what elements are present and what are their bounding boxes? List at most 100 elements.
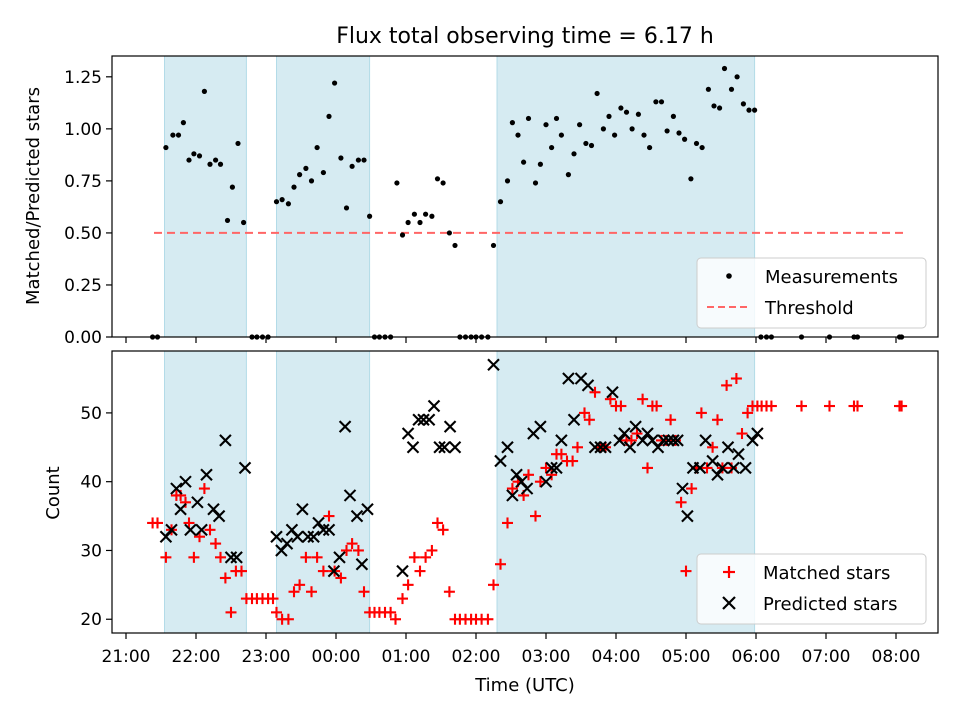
legend-predicted-label: Predicted stars [763, 594, 897, 615]
measurement-point-24 [291, 184, 297, 190]
predicted-star-marker-57 [562, 372, 575, 385]
matched-star-marker-37 [346, 538, 358, 550]
predicted-star-marker-81 [699, 434, 712, 447]
top-ytick-label: 0.50 [64, 224, 102, 244]
xtick-label: 05:00 [662, 647, 711, 667]
matched-star-marker-63 [495, 558, 506, 570]
measurement-point-22 [279, 197, 285, 203]
measurement-point-62 [509, 120, 515, 126]
predicted-star-marker-66 [618, 427, 631, 440]
predicted-star-marker-1 [165, 523, 178, 537]
top-ytick-label: 0.75 [64, 172, 102, 192]
matched-star-marker-116 [796, 400, 807, 412]
predicted-star-marker-34 [401, 427, 415, 440]
measurement-point-3 [170, 132, 176, 138]
predicted-star-marker-78 [681, 509, 694, 523]
measurement-point-91 [676, 130, 682, 136]
measurement-point-74 [577, 122, 583, 128]
predicted-star-marker-63 [599, 441, 612, 454]
predicted-star-marker-32 [361, 502, 374, 516]
measurement-point-75 [583, 140, 589, 147]
measurement-point-8 [196, 153, 203, 159]
measurement-point-6 [186, 157, 192, 163]
matched-star-marker-45 [390, 613, 401, 625]
xtick-label: 06:00 [732, 647, 781, 667]
predicted-star-marker-20 [296, 502, 309, 516]
matched-star-marker-29 [300, 551, 312, 563]
matched-star-marker-10 [198, 483, 210, 495]
predicted-star-marker-85 [721, 441, 735, 454]
legend-measurements-label: Measurements [765, 267, 898, 288]
predicted-star-marker-64 [606, 386, 619, 399]
predicted-star-marker-89 [746, 434, 759, 447]
predicted-star-marker-10 [212, 509, 226, 523]
predicted-star-marker-69 [636, 434, 649, 447]
predicted-star-marker-4 [179, 475, 192, 488]
measurement-point-67 [537, 161, 544, 167]
predicted-star-marker-27 [333, 551, 346, 564]
predicted-star-marker-8 [200, 468, 213, 482]
matched-star-marker-106 [721, 379, 733, 391]
measurement-point-49 [434, 176, 441, 182]
predicted-star-marker-46 [501, 441, 514, 454]
predicted-star-marker-50 [520, 482, 534, 495]
measurement-point-51 [446, 230, 452, 236]
measurement-point-7 [191, 151, 197, 157]
measurement-point-52 [452, 242, 458, 249]
top-y-ticks: 0.00 0.25 0.50 0.75 1.00 1.25 [64, 68, 112, 348]
matched-star-marker-51 [426, 544, 438, 556]
predicted-star-marker-90 [751, 427, 764, 440]
bottom-ytick-label: 40 [80, 473, 102, 493]
measurement-point-84 [635, 111, 642, 117]
predicted-star-marker-3 [174, 502, 187, 516]
matched-star-marker-110 [742, 407, 754, 419]
matched-star-marker-31 [311, 551, 323, 563]
matched-star-marker-11 [204, 524, 216, 536]
measurement-point-36 [361, 157, 367, 163]
matched-star-marker-96 [670, 434, 681, 446]
matched-star-marker-8 [188, 551, 200, 563]
measurement-point-64 [521, 159, 527, 165]
measurement-point-60 [497, 199, 504, 205]
xtick-label: 00:00 [312, 647, 361, 667]
matched-star-marker-1 [152, 517, 163, 529]
measurement-point-59 [490, 242, 497, 249]
matched-star-marker-76 [567, 455, 579, 467]
matched-star-marker-49 [414, 565, 426, 577]
measurement-point-23 [285, 201, 291, 207]
measurement-point-102 [740, 101, 747, 107]
shaded-interval-1 [276, 55, 371, 338]
matched-star-marker-99 [686, 483, 698, 495]
matched-star-marker-65 [506, 483, 518, 495]
x-axis-label: Time (UTC) [474, 675, 575, 696]
predicted-star-marker-58 [567, 413, 581, 427]
matched-star-marker-85 [615, 400, 627, 412]
measurement-point-29 [320, 169, 326, 176]
matched-star-marker-15 [225, 606, 237, 618]
matched-star-marker-17 [236, 565, 247, 577]
predicted-star-marker-62 [594, 441, 607, 454]
predicted-star-marker-42 [443, 420, 457, 433]
predicted-star-marker-47 [506, 489, 519, 502]
matched-star-marker-24 [271, 606, 282, 618]
predicted-star-marker-68 [629, 420, 642, 433]
measurement-point-85 [641, 132, 647, 138]
matched-star-marker-115 [765, 400, 777, 412]
matched-star-marker-61 [482, 613, 494, 625]
predicted-star-marker-2 [170, 482, 183, 495]
matched-star-marker-80 [589, 386, 601, 398]
matched-star-marker-68 [523, 469, 534, 481]
predicted-star-marker-60 [581, 379, 595, 392]
measurement-point-83 [629, 126, 635, 132]
bottom-y-axis-label: Count [43, 466, 64, 519]
predicted-star-marker-22 [307, 530, 320, 543]
measurement-point-78 [600, 126, 607, 132]
predicted-star-marker-87 [732, 447, 745, 461]
matched-star-marker-69 [530, 510, 541, 522]
predicted-star-marker-67 [623, 441, 637, 454]
predicted-star-marker-80 [693, 461, 707, 475]
measurement-point-104 [752, 107, 758, 113]
predicted-star-marker-55 [550, 461, 563, 475]
matched-star-marker-107 [726, 462, 737, 474]
predicted-star-marker-40 [433, 441, 446, 454]
